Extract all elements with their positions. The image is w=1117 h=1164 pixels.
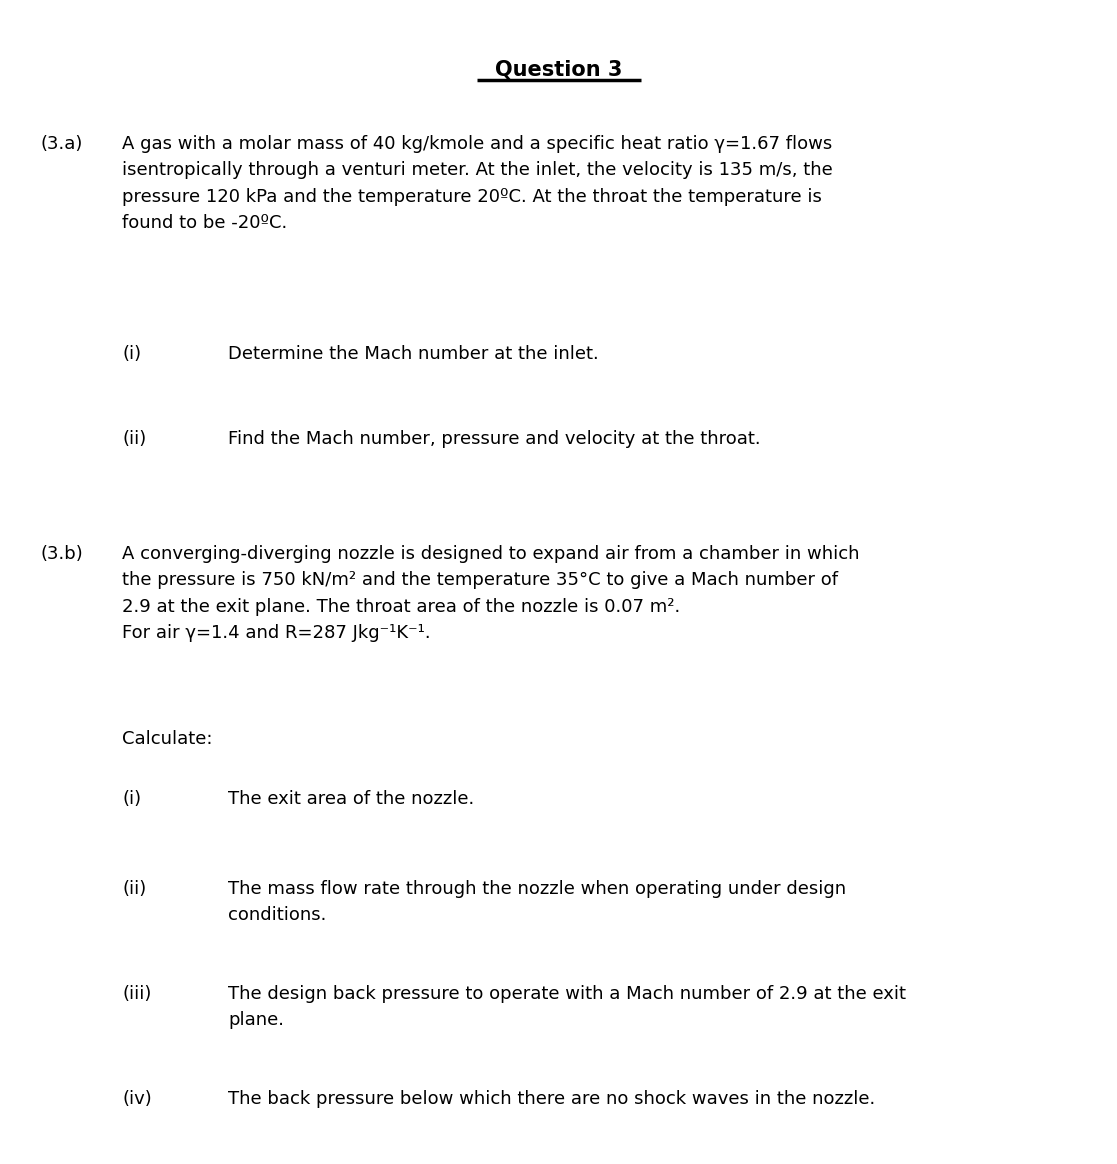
Text: A gas with a molar mass of 40 kg/kmole and a specific heat ratio γ=1.67 flows
is: A gas with a molar mass of 40 kg/kmole a… <box>122 135 833 232</box>
Text: The exit area of the nozzle.: The exit area of the nozzle. <box>228 790 475 808</box>
Text: The mass flow rate through the nozzle when operating under design
conditions.: The mass flow rate through the nozzle wh… <box>228 880 846 924</box>
Text: (3.a): (3.a) <box>40 135 83 152</box>
Text: The design back pressure to operate with a Mach number of 2.9 at the exit
plane.: The design back pressure to operate with… <box>228 985 906 1029</box>
Text: The back pressure below which there are no shock waves in the nozzle.: The back pressure below which there are … <box>228 1090 876 1108</box>
Text: (i): (i) <box>122 790 141 808</box>
Text: Find the Mach number, pressure and velocity at the throat.: Find the Mach number, pressure and veloc… <box>228 430 761 448</box>
Text: A converging-diverging nozzle is designed to expand air from a chamber in which
: A converging-diverging nozzle is designe… <box>122 545 859 643</box>
Text: Calculate:: Calculate: <box>122 730 212 748</box>
Text: (ii): (ii) <box>122 880 146 897</box>
Text: Determine the Mach number at the inlet.: Determine the Mach number at the inlet. <box>228 345 599 363</box>
Text: (i): (i) <box>122 345 141 363</box>
Text: (ii): (ii) <box>122 430 146 448</box>
Text: (iv): (iv) <box>122 1090 152 1108</box>
Text: (iii): (iii) <box>122 985 152 1003</box>
Text: (3.b): (3.b) <box>40 545 83 563</box>
Text: Question 3: Question 3 <box>495 61 622 80</box>
